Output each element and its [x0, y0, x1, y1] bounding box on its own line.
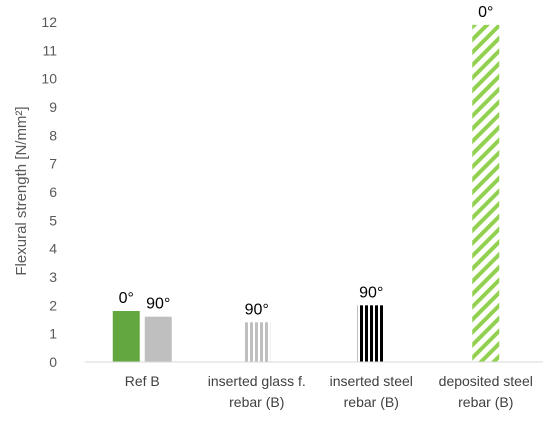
x-axis: Ref B inserted glass f. rebar (B) inserted …	[85, 361, 543, 410]
bar-data-label: 90°	[245, 301, 269, 318]
y-tick-label: 2	[49, 297, 57, 313]
bars	[112, 24, 500, 362]
y-tick-label: 7	[49, 156, 57, 172]
x-tick-label: deposited steel rebar (B)	[439, 373, 533, 410]
bar-data-label: 90°	[146, 296, 170, 313]
bar	[144, 316, 172, 362]
bar	[357, 305, 385, 362]
y-tick-label: 11	[42, 42, 57, 58]
bar-labels: 0° 90° 90° 90° 0°	[119, 4, 494, 319]
y-tick-label: 12	[41, 14, 57, 30]
bar	[243, 322, 271, 362]
y-tick-label: 10	[41, 71, 57, 87]
bar-data-label: 90°	[359, 284, 383, 301]
bar-data-label: 0°	[478, 4, 493, 21]
y-tick-label: 1	[49, 326, 57, 342]
y-axis-title: Flexural strength [N/mm²]	[13, 106, 30, 275]
x-tick-label: Ref B	[125, 373, 160, 389]
bar	[472, 24, 500, 362]
y-tick-label: 6	[49, 184, 57, 200]
y-tick-label: 4	[49, 241, 57, 257]
x-tick-label: inserted steel rebar (B)	[330, 373, 413, 410]
y-tick-label: 3	[49, 269, 57, 285]
y-tick-label: 0	[49, 354, 57, 370]
x-tick-label: inserted glass f. rebar (B)	[208, 373, 306, 410]
y-tick-label: 9	[49, 99, 57, 115]
bar-data-label: 0°	[119, 290, 134, 307]
bar	[112, 311, 140, 362]
y-tick-label: 5	[49, 212, 57, 228]
y-tick-label: 8	[49, 127, 57, 143]
